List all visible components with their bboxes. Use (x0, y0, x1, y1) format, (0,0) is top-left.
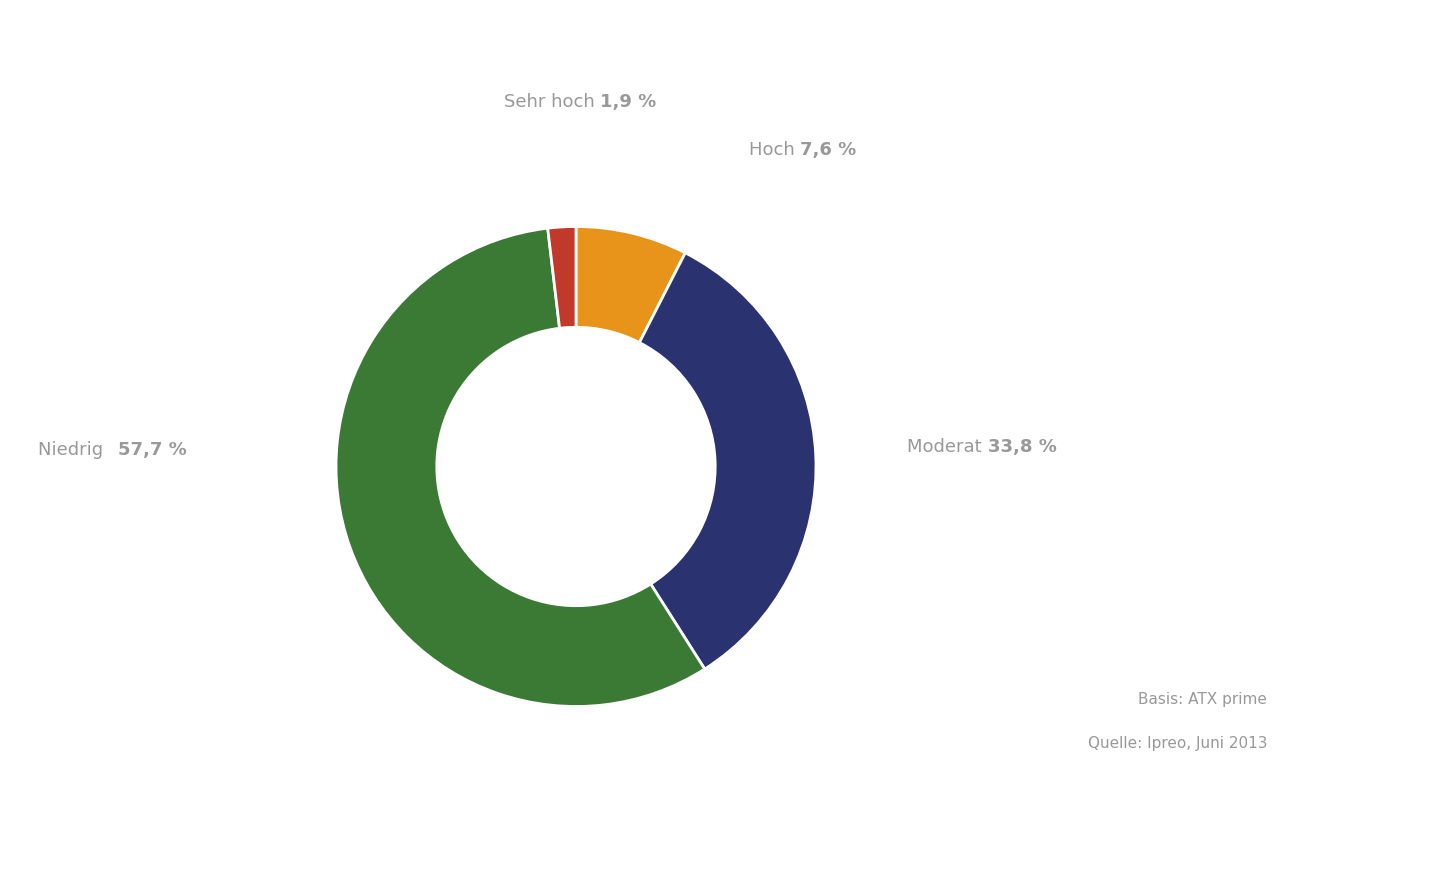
Text: Moderat: Moderat (907, 438, 988, 457)
Wedge shape (576, 227, 685, 342)
Text: Basis: ATX prime: Basis: ATX prime (1139, 692, 1267, 706)
Text: Sehr hoch: Sehr hoch (504, 93, 600, 111)
Text: 7,6 %: 7,6 % (801, 141, 857, 158)
Text: Hoch: Hoch (749, 141, 801, 158)
Text: 57,7 %: 57,7 % (118, 441, 187, 458)
Text: Quelle: Ipreo, Juni 2013: Quelle: Ipreo, Juni 2013 (1087, 736, 1267, 750)
Wedge shape (547, 227, 576, 328)
Wedge shape (639, 253, 816, 669)
Text: 33,8 %: 33,8 % (988, 438, 1057, 457)
Wedge shape (336, 228, 704, 706)
Text: 1,9 %: 1,9 % (600, 93, 657, 111)
Text: Niedrig: Niedrig (37, 441, 109, 458)
